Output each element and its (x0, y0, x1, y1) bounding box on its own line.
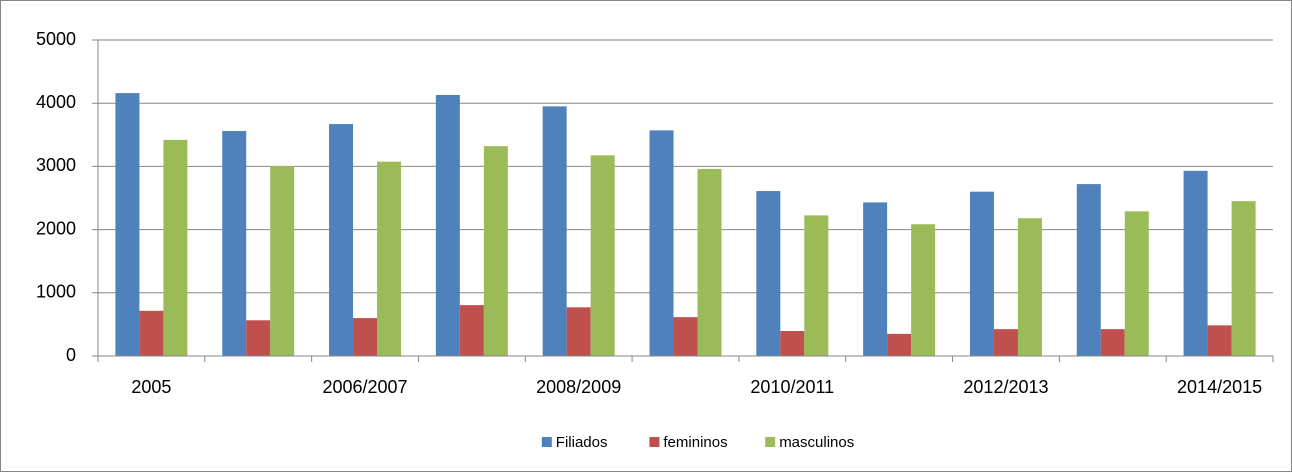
legend-swatch (765, 437, 776, 447)
bar (993, 329, 1018, 356)
bar (1124, 211, 1149, 356)
legend-swatch (541, 437, 552, 447)
y-tick-label: 1000 (36, 282, 76, 302)
bar (649, 130, 674, 356)
x-tick-label: 2010/2011 (750, 377, 834, 397)
bar (353, 318, 378, 356)
bar (435, 94, 460, 356)
bar (863, 202, 888, 356)
bar (139, 310, 164, 356)
bar (969, 191, 994, 356)
bar (163, 139, 188, 356)
y-tick-label: 2000 (36, 218, 76, 238)
bar (887, 333, 912, 356)
bar (1183, 170, 1208, 356)
bar (566, 307, 591, 356)
legend-swatch (649, 437, 660, 447)
bar (1231, 201, 1256, 356)
bar (1207, 325, 1232, 356)
bar (756, 191, 781, 356)
bar (911, 224, 936, 356)
bar (377, 161, 402, 356)
bar (270, 166, 295, 356)
bar (1017, 218, 1042, 356)
bar (1100, 329, 1125, 356)
x-tick-label: 2014/2015 (1177, 377, 1262, 397)
x-tick-label: 2006/2007 (322, 377, 407, 397)
y-tick-label: 0 (66, 345, 76, 365)
bar (459, 305, 484, 356)
bar (697, 168, 722, 356)
x-tick-label: 2012/2013 (963, 377, 1048, 397)
x-tick-label: 2005 (131, 377, 171, 397)
bar (329, 124, 354, 356)
y-tick-label: 4000 (36, 92, 76, 112)
bar (542, 106, 567, 356)
y-tick-label: 3000 (36, 155, 76, 175)
bar (483, 146, 508, 356)
bar (1076, 184, 1101, 356)
y-tick-label: 5000 (36, 29, 76, 49)
legend-label: femininos (663, 434, 727, 451)
legend-label: Filiados (556, 434, 608, 451)
bar (222, 131, 247, 356)
bar (673, 317, 698, 356)
bar (246, 320, 271, 356)
bar (115, 93, 140, 356)
bar (780, 331, 805, 356)
bar (804, 215, 829, 356)
bar (590, 155, 615, 356)
legend-label: masculinos (779, 434, 854, 451)
x-tick-label: 2008/2009 (536, 377, 621, 397)
